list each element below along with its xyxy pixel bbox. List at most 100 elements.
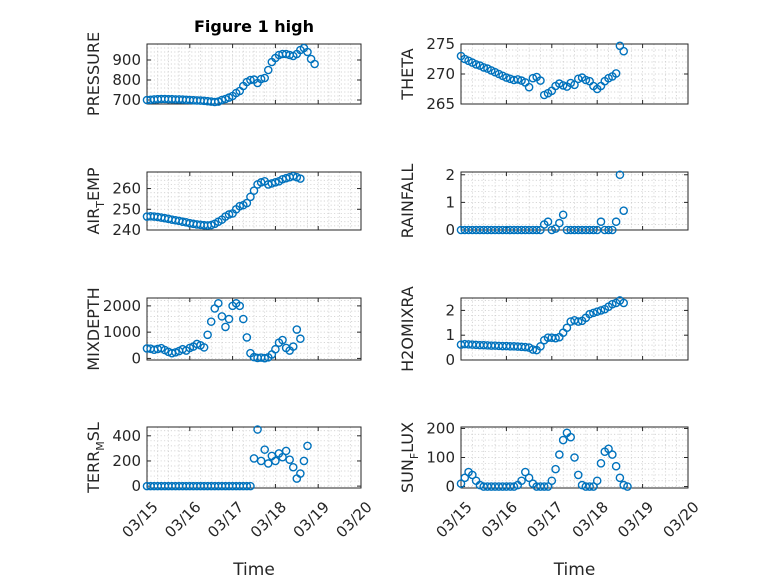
y-tick-label: 0 <box>131 349 141 367</box>
data-point <box>532 225 541 235</box>
y-axis-label: SUNFLUX <box>398 422 421 493</box>
y-axis-label: MIXDEPTH <box>84 287 103 370</box>
data-point <box>242 198 252 208</box>
data-point <box>288 171 298 181</box>
series-markers <box>142 43 319 107</box>
data-point <box>547 225 557 235</box>
data-point <box>619 480 628 490</box>
y-axis-label-rest: LUX <box>398 422 417 453</box>
x-tick-label: 03/18 <box>247 498 290 541</box>
data-point <box>249 454 259 463</box>
data-point <box>296 469 305 478</box>
series-markers <box>142 298 305 363</box>
y-axis-label-subscript: F <box>408 453 421 459</box>
y-tick-label: 260 <box>112 180 141 198</box>
data-point <box>539 482 549 491</box>
data-point <box>592 307 602 316</box>
data-point <box>260 73 270 83</box>
data-point <box>566 432 576 442</box>
data-point <box>536 342 545 351</box>
y-tick-label: 0 <box>445 478 455 496</box>
x-tick-label: 03/15 <box>118 498 161 541</box>
data-point <box>558 435 568 445</box>
data-point <box>581 75 591 85</box>
y-tick-label: 1 <box>445 326 455 344</box>
series-markers <box>456 170 628 235</box>
data-point <box>551 333 560 343</box>
y-tick-label: 800 <box>112 71 141 89</box>
y-tick-label: 400 <box>112 427 141 445</box>
data-point <box>585 309 594 319</box>
figure-title: Figure 1 high <box>194 17 314 36</box>
x-tick-label: 03/20 <box>332 498 375 541</box>
data-point <box>570 80 579 90</box>
series-markers <box>456 296 628 355</box>
data-point <box>242 481 252 491</box>
data-point <box>517 476 526 486</box>
y-axis-label-main: PRESSURE <box>84 32 103 116</box>
data-point <box>551 464 560 474</box>
y-tick-label: 1000 <box>103 323 141 341</box>
data-point <box>310 59 319 69</box>
data-point <box>524 82 534 92</box>
y-tick-label: 200 <box>426 419 455 437</box>
data-point <box>235 201 245 211</box>
y-tick-label: 275 <box>426 35 455 53</box>
data-point <box>619 206 628 215</box>
data-point <box>543 482 553 491</box>
x-tick-label: 03/18 <box>569 498 612 541</box>
data-point <box>242 333 252 342</box>
data-point <box>303 47 312 57</box>
data-point <box>589 308 598 318</box>
x-tick-label: 03/17 <box>523 498 566 541</box>
y-axis-label-subscript: T <box>94 201 107 209</box>
data-point <box>271 178 280 187</box>
y-axis-label-rest: SL <box>84 422 103 441</box>
data-point <box>570 453 579 462</box>
subplot-theta: 265 270 275 THETA <box>398 35 689 113</box>
y-axis-label-main: MIXDEPTH <box>84 287 103 370</box>
y-tick-label: 2000 <box>103 297 141 315</box>
subplot-terr: 0 200 400 03/15 03/16 03/17 03/18 03/19 03/20 TER… <box>84 422 376 580</box>
data-point <box>199 343 209 352</box>
x-tick-label: 03/16 <box>161 498 204 541</box>
data-point <box>460 473 470 483</box>
y-tick-label: 1 <box>445 193 455 211</box>
x-tick-label: 03/20 <box>659 498 702 541</box>
subplot-air: 240 250 260 AIRTEMP <box>84 167 362 239</box>
y-tick-label: 265 <box>426 95 455 113</box>
y-tick-label: 700 <box>112 91 141 109</box>
data-point <box>221 322 230 332</box>
data-point <box>555 450 564 459</box>
data-point <box>555 218 564 228</box>
data-point <box>235 301 245 311</box>
data-point <box>471 60 481 69</box>
x-axis-label: Time <box>553 560 596 580</box>
y-axis-label-main: RAINFALL <box>398 164 417 239</box>
data-point <box>502 73 511 82</box>
data-point <box>479 63 489 72</box>
data-point <box>528 73 538 83</box>
data-point <box>285 455 294 465</box>
y-axis-label-main: H2OMIXRA <box>398 286 417 372</box>
x-tick-label: 03/17 <box>204 498 247 541</box>
data-point <box>249 186 259 195</box>
data-point <box>611 461 621 471</box>
data-point <box>524 473 534 483</box>
subplot-pressure: 700 800 900 PRESSURE Figure 1 high <box>84 17 362 116</box>
data-point <box>509 482 519 491</box>
series-markers <box>456 428 632 491</box>
y-axis-label: PRESSURE <box>84 32 103 116</box>
data-point <box>608 225 617 235</box>
data-point <box>288 462 298 472</box>
data-point <box>246 192 255 202</box>
y-axis-label: RAINFALL <box>398 164 417 239</box>
data-point <box>547 476 557 486</box>
data-point <box>592 476 602 486</box>
series-markers <box>456 41 628 100</box>
data-point <box>521 467 530 477</box>
data-point <box>303 441 312 451</box>
data-point <box>611 69 621 78</box>
data-point <box>558 210 568 220</box>
